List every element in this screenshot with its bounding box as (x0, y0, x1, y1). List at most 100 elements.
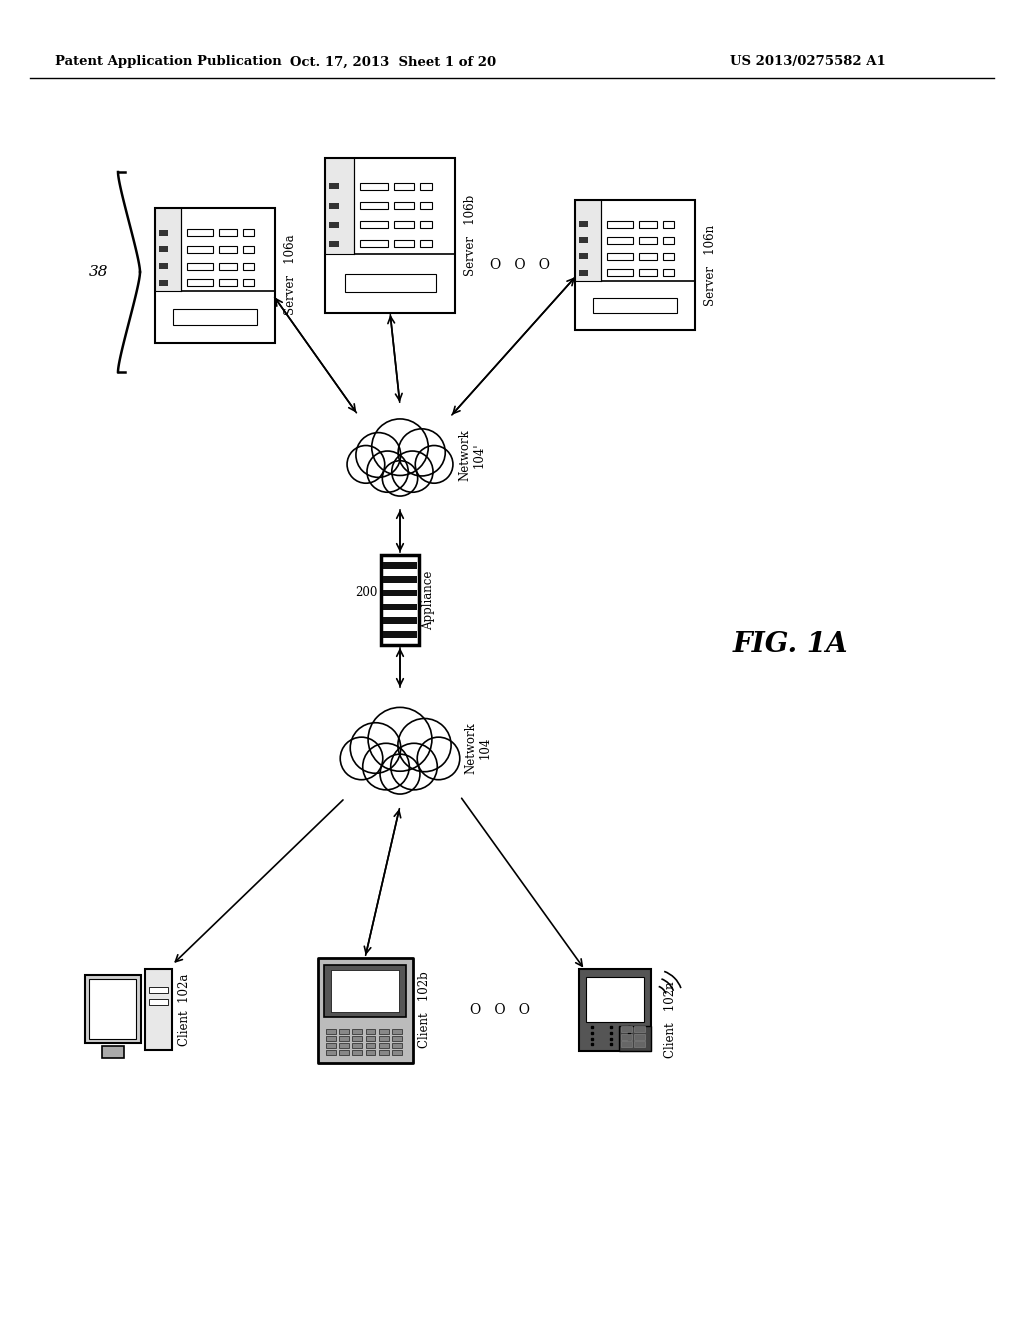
Text: Network
104': Network 104' (458, 429, 486, 480)
Bar (575, 201, 601, 281)
Bar (618, 1027, 651, 1051)
Circle shape (416, 446, 453, 483)
Bar (326, 1049, 336, 1055)
Text: Client   102b: Client 102b (419, 972, 431, 1048)
Text: Oct. 17, 2013  Sheet 1 of 20: Oct. 17, 2013 Sheet 1 of 20 (290, 55, 496, 69)
Circle shape (398, 429, 445, 477)
Bar (622, 1041, 632, 1047)
Bar (352, 1036, 362, 1041)
Bar (635, 1027, 644, 1032)
Bar (586, 977, 644, 1022)
Bar (173, 309, 257, 325)
Bar (420, 240, 432, 247)
Bar (394, 222, 414, 228)
Bar (392, 1030, 402, 1034)
Bar (352, 1049, 362, 1055)
Bar (394, 240, 414, 247)
Bar (339, 1030, 349, 1034)
Circle shape (367, 451, 409, 492)
Bar (635, 1041, 644, 1047)
Bar (187, 280, 213, 286)
Bar (150, 999, 168, 1006)
Bar (420, 202, 432, 209)
Bar (159, 230, 168, 235)
Text: Client   102n: Client 102n (664, 982, 677, 1059)
Bar (243, 230, 254, 236)
Text: Server   106n: Server 106n (703, 224, 717, 305)
Bar (159, 263, 168, 269)
Bar (85, 975, 141, 1043)
Bar (639, 236, 657, 244)
Text: O   O   O: O O O (490, 257, 550, 272)
Bar (383, 590, 417, 597)
Text: 200: 200 (355, 586, 378, 598)
Bar (155, 207, 181, 292)
Bar (607, 236, 633, 244)
Bar (579, 253, 588, 260)
Bar (379, 1036, 389, 1041)
Bar (663, 253, 674, 260)
Bar (383, 562, 417, 569)
Text: US 2013/0275582 A1: US 2013/0275582 A1 (730, 55, 886, 69)
Bar (325, 157, 353, 253)
Bar (243, 263, 254, 269)
Circle shape (380, 754, 420, 795)
Bar (579, 969, 651, 1051)
Bar (325, 157, 455, 313)
Circle shape (417, 737, 460, 780)
Circle shape (398, 718, 452, 772)
Bar (383, 618, 417, 624)
Bar (359, 202, 388, 209)
Bar (326, 1036, 336, 1041)
Bar (663, 269, 674, 276)
Bar (379, 1030, 389, 1034)
Circle shape (362, 743, 410, 789)
Bar (359, 222, 388, 228)
Bar (331, 970, 399, 1012)
Bar (379, 1043, 389, 1048)
Bar (420, 183, 432, 190)
Bar (219, 230, 238, 236)
Bar (579, 238, 588, 243)
Bar (383, 577, 417, 582)
Bar (159, 247, 168, 252)
Circle shape (382, 461, 418, 496)
Bar (607, 253, 633, 260)
Bar (155, 207, 275, 342)
Text: Server   106a: Server 106a (284, 235, 297, 315)
Bar (607, 269, 633, 276)
Bar (639, 269, 657, 276)
Bar (330, 202, 339, 209)
Bar (359, 240, 388, 247)
Bar (622, 1027, 632, 1032)
Bar (89, 979, 136, 1039)
Bar (330, 222, 339, 228)
Bar (243, 246, 254, 253)
Bar (579, 222, 588, 227)
Circle shape (392, 451, 433, 492)
Circle shape (347, 446, 385, 483)
Bar (150, 987, 168, 994)
Bar (635, 1034, 644, 1040)
Bar (394, 183, 414, 190)
Bar (392, 1049, 402, 1055)
Bar (383, 603, 417, 610)
Bar (325, 965, 406, 1018)
Bar (392, 1043, 402, 1048)
Text: FIG. 1A: FIG. 1A (732, 631, 848, 659)
Bar (622, 1034, 632, 1040)
Bar (145, 969, 172, 1049)
Text: O   O   O: O O O (470, 1003, 530, 1016)
Bar (639, 220, 657, 227)
Bar (326, 1030, 336, 1034)
Bar (392, 1036, 402, 1041)
Bar (366, 1049, 376, 1055)
Text: 38: 38 (88, 265, 108, 279)
Bar (359, 183, 388, 190)
Bar (663, 220, 674, 227)
Bar (379, 1049, 389, 1055)
Bar (187, 230, 213, 236)
Circle shape (350, 723, 400, 774)
Text: Server   106b: Server 106b (464, 194, 476, 276)
Bar (330, 183, 339, 189)
